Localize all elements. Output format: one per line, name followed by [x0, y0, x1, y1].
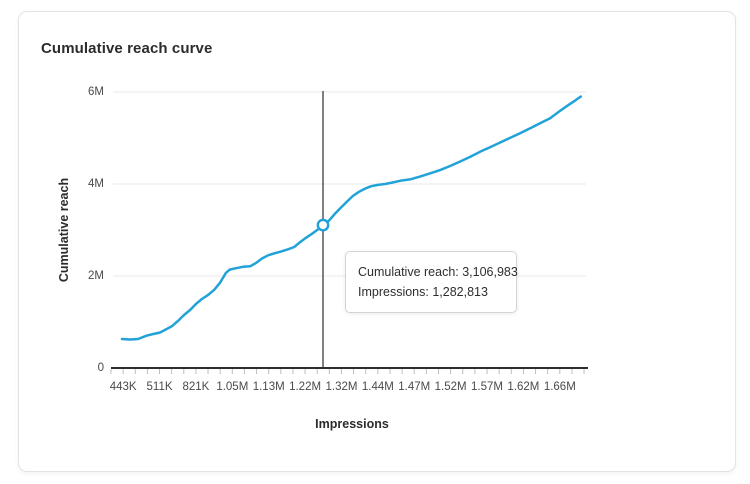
x-tick-label: 1.62M [507, 381, 539, 393]
x-tick-label: 1.22M [289, 381, 321, 393]
reach-curve-card: Cumulative reach curve [18, 11, 736, 472]
x-tick-label: 1.57M [471, 381, 503, 393]
x-tick-label: 1.47M [398, 381, 430, 393]
y-tick-label: 2M [88, 270, 104, 282]
tooltip-cumulative-reach: Cumulative reach: 3,106,983 [358, 265, 518, 279]
chart-title: Cumulative reach curve [41, 40, 213, 57]
tooltip-impressions: Impressions: 1,282,813 [358, 285, 488, 299]
x-tick-label: 443K [110, 381, 137, 393]
y-axis-title: Cumulative reach [57, 178, 71, 282]
x-axis-title: Impressions [315, 417, 389, 431]
x-tick-label: 1.44M [362, 381, 394, 393]
x-tick-label: 1.32M [325, 381, 357, 393]
x-tick-label: 511K [147, 381, 173, 393]
x-tick-label: 821K [182, 381, 209, 393]
x-tick-label: 1.13M [253, 381, 285, 393]
chart-tooltip: Cumulative reach: 3,106,983 Impressions:… [345, 251, 518, 313]
y-tick-label: 4M [88, 178, 104, 190]
highlighted-point-marker[interactable] [316, 218, 330, 232]
y-tick-label: 0 [98, 362, 104, 374]
y-tick-label: 6M [88, 86, 104, 98]
x-tick-label: 1.05M [216, 381, 248, 393]
x-tick-label: 1.52M [435, 381, 467, 393]
x-tick-label: 1.66M [544, 381, 576, 393]
